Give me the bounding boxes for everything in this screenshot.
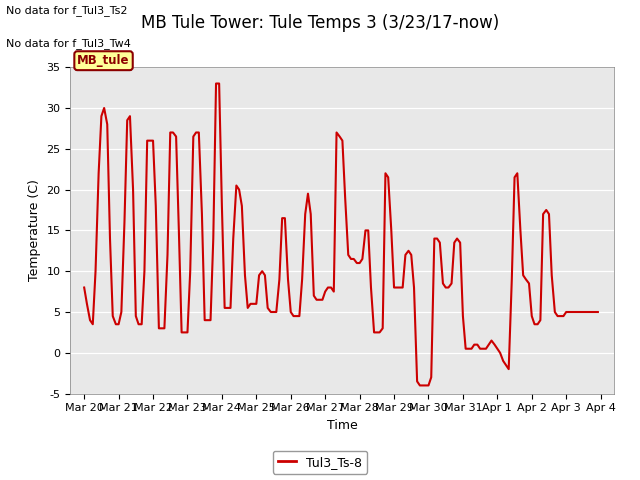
Y-axis label: Temperature (C): Temperature (C) [28, 180, 41, 281]
Text: MB_tule: MB_tule [77, 54, 130, 67]
Text: No data for f_Tul3_Ts2: No data for f_Tul3_Ts2 [6, 5, 128, 16]
Text: No data for f_Tul3_Tw4: No data for f_Tul3_Tw4 [6, 38, 131, 49]
X-axis label: Time: Time [327, 419, 358, 432]
Text: MB Tule Tower: Tule Temps 3 (3/23/17-now): MB Tule Tower: Tule Temps 3 (3/23/17-now… [141, 14, 499, 33]
Legend: Tul3_Ts-8: Tul3_Ts-8 [273, 451, 367, 474]
